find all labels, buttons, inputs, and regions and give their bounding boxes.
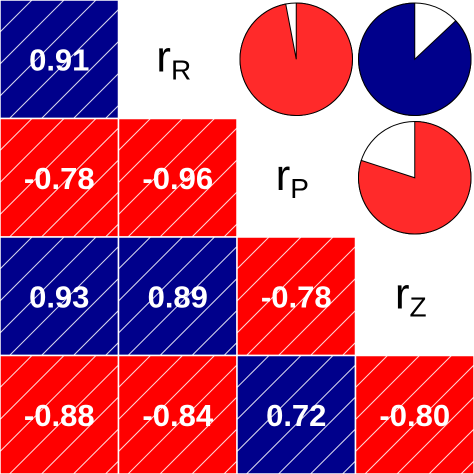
cell-rect bbox=[354, 354, 474, 474]
cell-rect bbox=[117, 354, 238, 474]
cell-value-label: -0.78 bbox=[261, 279, 332, 314]
cell-rect bbox=[117, 117, 238, 238]
heatmap-cell: 0.72 bbox=[236, 354, 357, 474]
cell-value-label: -0.84 bbox=[142, 398, 213, 433]
cell-value-label: -0.88 bbox=[24, 398, 95, 433]
heatmap-cell: -0.84 bbox=[117, 354, 238, 474]
pie-slice bbox=[358, 120, 472, 235]
diag-prefix: r bbox=[156, 32, 171, 81]
cell-rect bbox=[236, 236, 357, 357]
cell-hatch bbox=[0, 355, 119, 474]
pie-glyph bbox=[358, 2, 472, 116]
diagonal-variable-label: rR bbox=[156, 32, 191, 85]
cell-hatch bbox=[237, 237, 356, 356]
diag-variable: Z bbox=[410, 291, 427, 322]
heatmap-cell: 0.91 bbox=[0, 0, 120, 120]
cell-value-label: -0.78 bbox=[24, 161, 95, 196]
cell-rect bbox=[0, 236, 120, 357]
cell-hatch bbox=[237, 355, 356, 474]
pies-layer bbox=[239, 2, 472, 235]
heatmap-cell: -0.78 bbox=[236, 236, 357, 357]
cell-hatch bbox=[355, 355, 474, 474]
pie-slice bbox=[358, 2, 472, 116]
diag-variable: P bbox=[290, 173, 309, 204]
heatmap-cell: -0.80 bbox=[354, 354, 474, 474]
cell-hatch bbox=[118, 118, 237, 237]
diagonal-variable-label: rZ bbox=[395, 269, 427, 322]
cell-value-label: -0.96 bbox=[142, 161, 213, 196]
cell-hatch bbox=[0, 0, 119, 119]
pie-glyph bbox=[358, 120, 472, 235]
diagonal-variable-label: rP bbox=[276, 151, 309, 204]
heatmap-cell: -0.88 bbox=[0, 354, 120, 474]
cell-hatch bbox=[0, 237, 119, 356]
diag-variable: R bbox=[171, 54, 191, 85]
diag-prefix: r bbox=[276, 151, 291, 200]
cell-rect bbox=[0, 0, 120, 120]
heatmap-cell: 0.93 bbox=[0, 236, 120, 357]
cell-value-label: 0.72 bbox=[266, 398, 326, 433]
cell-hatch bbox=[118, 355, 237, 474]
cell-hatch bbox=[118, 237, 237, 356]
pie-slice bbox=[239, 2, 353, 116]
cell-rect bbox=[0, 354, 120, 474]
cell-value-label: 0.89 bbox=[148, 279, 208, 314]
diag-prefix: r bbox=[395, 269, 410, 318]
cell-rect bbox=[236, 354, 357, 474]
cell-hatch bbox=[0, 118, 119, 237]
cell-value-label: 0.93 bbox=[29, 279, 89, 314]
pie-glyph bbox=[239, 2, 353, 116]
cell-value-label: 0.91 bbox=[29, 42, 89, 77]
cell-value-label: -0.80 bbox=[379, 398, 450, 433]
heatmap-cell: -0.96 bbox=[117, 117, 238, 238]
